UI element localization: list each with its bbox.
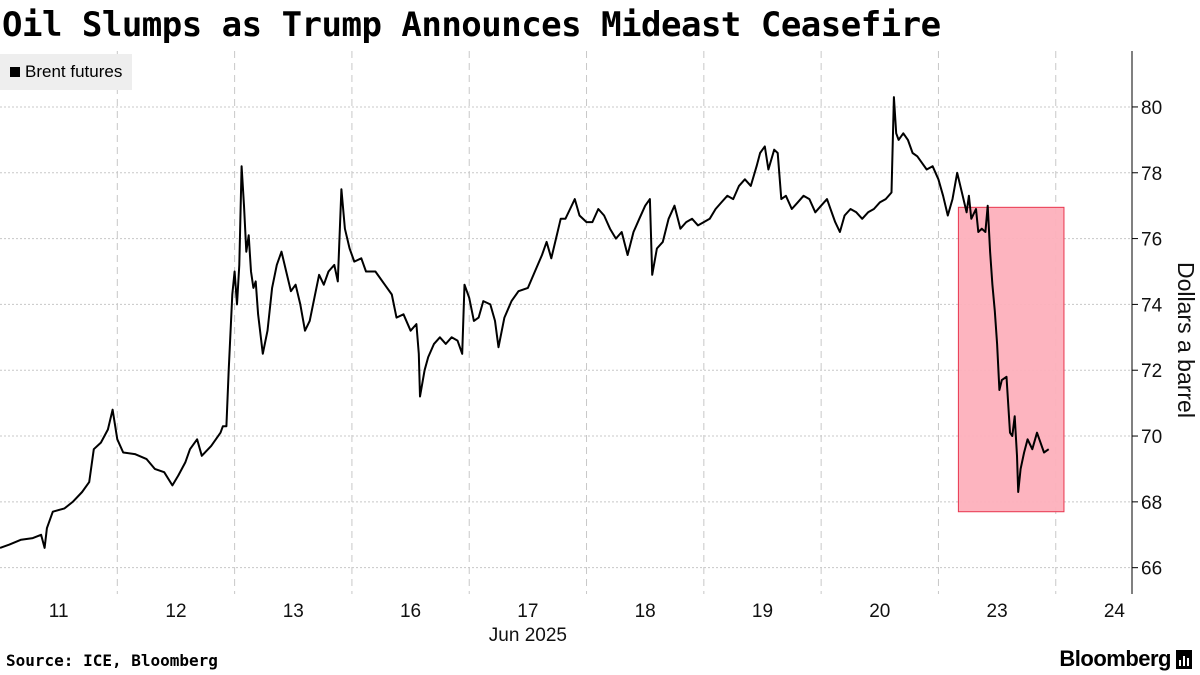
- x-tick-label: 24: [1104, 601, 1126, 622]
- legend-label: Brent futures: [25, 62, 123, 81]
- x-tick-label: 13: [283, 601, 304, 622]
- x-tick-label: 11: [49, 601, 69, 622]
- legend: Brent futures: [0, 54, 133, 90]
- bloomberg-logo-icon: [1176, 649, 1192, 669]
- source-note: Source: ICE, Bloomberg: [6, 651, 218, 670]
- legend-swatch: [10, 67, 20, 77]
- x-tick-label: 19: [752, 601, 773, 622]
- y-tick-label: 74: [1141, 295, 1163, 316]
- series-line-brent-futures: [0, 96, 1050, 549]
- y-tick-label: 66: [1141, 559, 1162, 580]
- y-tick-label: 80: [1141, 98, 1162, 119]
- ceasefire-highlight: [957, 206, 1065, 513]
- y-tick-label: 68: [1141, 493, 1162, 514]
- y-tick-label: 72: [1141, 361, 1162, 382]
- brand-name: Bloomberg: [1059, 646, 1171, 671]
- y-tick-label: 70: [1141, 427, 1162, 448]
- highlight-box: [957, 206, 1065, 513]
- brand: Bloomberg: [1059, 646, 1192, 672]
- x-tick-label: 17: [517, 601, 538, 622]
- price-line-layer: [0, 96, 1050, 549]
- chart-title: Oil Slumps as Trump Announces Mideast Ce…: [2, 5, 941, 45]
- y-axis: [1131, 51, 1138, 594]
- x-tick-label: 20: [869, 601, 890, 622]
- gridlines: [0, 51, 1132, 594]
- x-tick-label: 12: [165, 601, 186, 622]
- x-tick-labels: 11 12 13 16 17 18 19 20 23 24: [49, 601, 1126, 622]
- x-tick-label: 16: [400, 601, 421, 622]
- y-tick-label: 76: [1141, 230, 1162, 251]
- y-tick-labels: 66 68 70 72 74 76 78 80: [1141, 98, 1163, 580]
- x-tick-label: 18: [635, 601, 656, 622]
- x-tick-label: 23: [987, 601, 1008, 622]
- x-axis-month-label: Jun 2025: [489, 625, 567, 646]
- y-axis-label: Dollars a barrel: [1173, 262, 1199, 418]
- y-tick-label: 78: [1141, 164, 1162, 185]
